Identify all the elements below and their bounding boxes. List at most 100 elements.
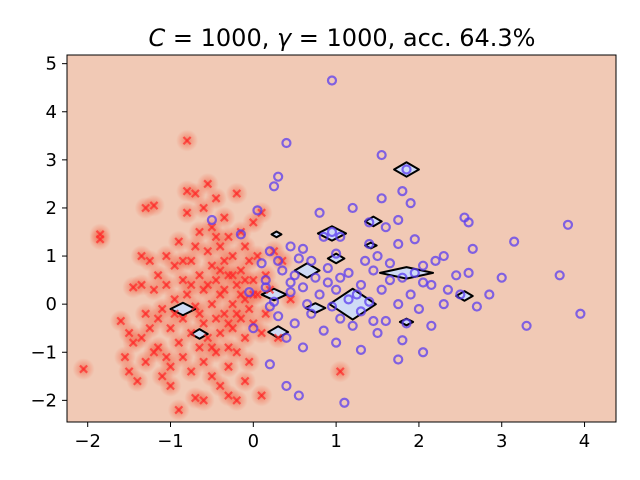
cross-point xyxy=(161,352,171,362)
cross-point xyxy=(236,266,246,275)
cross-point xyxy=(141,357,151,367)
circle-point xyxy=(484,289,495,300)
cross-point xyxy=(261,309,271,319)
cross-point xyxy=(190,393,200,403)
circle-point xyxy=(426,320,437,331)
cross-point xyxy=(253,251,262,261)
circle-point xyxy=(451,270,462,281)
circle-point xyxy=(575,308,586,319)
circle-point xyxy=(355,279,367,291)
cross-point xyxy=(166,362,175,372)
circle-point xyxy=(314,289,325,300)
circle-point xyxy=(297,243,309,254)
circle-point xyxy=(413,303,425,315)
circle-point xyxy=(331,248,342,259)
circle-point xyxy=(438,250,449,262)
circle-point xyxy=(376,284,387,295)
cross-point xyxy=(215,381,225,391)
cross-point xyxy=(257,328,266,338)
cross-point xyxy=(240,242,250,251)
cross-point xyxy=(174,338,184,348)
x-tick-label: 2 xyxy=(413,431,424,452)
circle-point xyxy=(326,226,338,238)
circle-point xyxy=(235,229,246,240)
circle-point xyxy=(355,306,367,317)
cross-point xyxy=(186,256,196,266)
circle-point xyxy=(471,301,482,312)
cross-point xyxy=(207,261,217,271)
cross-point xyxy=(137,251,146,261)
cross-point xyxy=(145,323,155,333)
cross-point xyxy=(232,347,242,357)
cross-point xyxy=(211,232,221,242)
cross-point xyxy=(157,371,167,381)
cross-point xyxy=(166,323,175,333)
x-tick-label: 3 xyxy=(496,431,507,452)
cross-point xyxy=(257,391,266,400)
circle-point xyxy=(252,205,263,216)
circle-point xyxy=(260,282,271,293)
circle-point xyxy=(331,284,342,295)
cross-point xyxy=(199,395,209,405)
circle-point xyxy=(326,75,338,86)
cross-point xyxy=(240,376,250,386)
y-tick-label: 5 xyxy=(46,54,57,75)
cross-point xyxy=(215,328,225,338)
circle-point xyxy=(314,207,325,218)
cross-point xyxy=(195,343,204,352)
circle-point xyxy=(297,342,309,353)
cross-point xyxy=(178,314,188,323)
cross-point xyxy=(128,338,138,348)
cross-point xyxy=(79,364,88,374)
circle-point xyxy=(397,335,408,346)
cross-point xyxy=(219,256,229,266)
y-tick-label: 4 xyxy=(46,102,57,123)
cross-point xyxy=(161,251,171,261)
blue-region-island xyxy=(270,230,283,239)
cross-point xyxy=(228,270,237,280)
circle-point xyxy=(442,284,454,295)
cross-point xyxy=(286,294,295,304)
cross-point xyxy=(157,304,167,314)
circle-point xyxy=(409,234,420,245)
cross-point xyxy=(244,357,254,367)
blue-region-island xyxy=(293,262,321,279)
cross-point xyxy=(141,309,151,319)
circle-point xyxy=(289,270,300,281)
circle-point xyxy=(206,214,218,226)
cross-point xyxy=(232,189,242,198)
circle-point xyxy=(335,313,346,324)
circle-point xyxy=(331,337,342,348)
cross-point xyxy=(195,309,204,319)
circle-point xyxy=(393,299,404,310)
circle-point xyxy=(244,287,255,298)
cross-point xyxy=(186,367,196,376)
cross-point xyxy=(248,218,258,227)
circle-point xyxy=(384,258,396,269)
y-tick-label: −1 xyxy=(30,342,57,363)
circle-point xyxy=(364,217,375,228)
cross-point xyxy=(199,203,209,213)
circle-point xyxy=(273,311,284,322)
y-tick-label: 0 xyxy=(46,294,57,315)
cross-point xyxy=(232,280,242,290)
circle-point xyxy=(281,332,292,343)
circle-point xyxy=(409,267,420,278)
cross-point xyxy=(137,333,146,343)
cross-point xyxy=(170,309,180,319)
y-tick-label: −2 xyxy=(30,390,57,411)
cross-point xyxy=(224,391,233,400)
circle-point xyxy=(293,253,304,264)
cross-point xyxy=(95,234,105,244)
x-tick-label: 4 xyxy=(579,431,590,452)
circle-point xyxy=(310,272,321,283)
x-tick-label: −2 xyxy=(74,431,101,452)
cross-point xyxy=(228,251,237,261)
blue-region-island xyxy=(393,161,420,178)
cross-point xyxy=(219,285,229,295)
circle-point xyxy=(376,193,387,204)
cross-point xyxy=(195,227,204,237)
circle-point xyxy=(326,301,338,312)
circle-point xyxy=(351,289,362,300)
circle-point xyxy=(426,279,437,291)
